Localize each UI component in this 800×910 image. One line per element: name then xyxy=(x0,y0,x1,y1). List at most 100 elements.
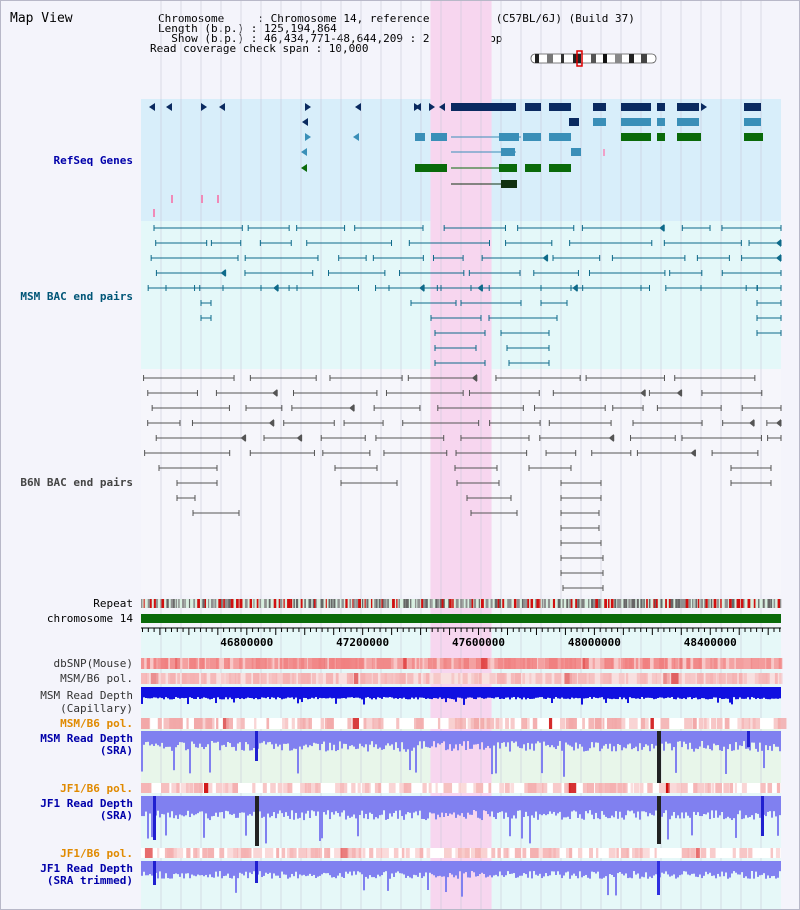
msm-sra-depth-bar xyxy=(275,731,277,744)
refseq-genes-label[interactable]: RefSeq Genes xyxy=(53,154,133,167)
b6n-bac-pair xyxy=(548,420,612,426)
jf1-sra-depth-bar xyxy=(673,796,675,813)
repeat-element xyxy=(610,599,614,608)
msm-b6-pol-sra-cell xyxy=(505,718,509,729)
msm-sra-depth-bar xyxy=(393,731,395,750)
jf1-sra-depth-bar xyxy=(661,796,663,817)
gene-exon xyxy=(415,133,425,141)
jf1-b6-pol-label-1: JF1/B6 pol. xyxy=(60,782,133,795)
jf1-b6-pol-cell xyxy=(767,783,773,793)
msm-sra-depth-bar xyxy=(447,731,449,750)
jf1-sra-depth-bar xyxy=(167,796,169,813)
jf1-trim-depth-bar xyxy=(773,861,775,876)
dbsnp-heat-cell xyxy=(446,658,452,669)
ideogram-position-marker xyxy=(576,50,583,67)
repeat-element xyxy=(767,599,771,608)
msm-bac-pair xyxy=(296,225,346,231)
jf1-sra-depth-bar xyxy=(465,796,467,819)
gene-exon xyxy=(501,180,517,188)
refseq-gene xyxy=(549,164,571,172)
b6n-bac-pair xyxy=(722,419,755,427)
msm-bac-pair xyxy=(700,285,758,291)
jf1-trim-depth-bar xyxy=(391,861,393,874)
jf1-b6-pol-cell xyxy=(665,783,670,793)
jf1-trim-depth-bar xyxy=(549,861,551,876)
jf1-trim-depth-bar xyxy=(195,861,197,877)
dbsnp-heat-cell xyxy=(419,658,423,669)
jf1-trim-depth-bar xyxy=(327,861,329,874)
ideogram-band xyxy=(561,54,564,63)
jf1-sra-depth-bar xyxy=(655,796,657,811)
msm-cap-depth-bar xyxy=(735,687,737,700)
b6n-bac-pair xyxy=(340,480,398,486)
msm-cap-depth-bar xyxy=(609,687,611,699)
msm-b6-pol-cell xyxy=(554,673,562,684)
msm-sra-depth-bar xyxy=(267,731,269,743)
jf1-trim-depth-bar xyxy=(173,861,175,875)
dbsnp-heat-cell xyxy=(569,658,573,669)
msm-cap-depth-bar xyxy=(389,687,391,698)
gene-exon xyxy=(677,133,701,141)
msm-cap-depth-bar xyxy=(377,687,379,698)
jf1-b6-pol-cell xyxy=(374,783,382,793)
jf1-b6-pol-trim-cell xyxy=(202,848,207,858)
jf1-trim-depth-bar xyxy=(571,861,573,876)
jf1-sra-depth-bar xyxy=(679,796,681,819)
msm-cap-depth-bar xyxy=(619,687,621,698)
jf1-trim-depth-bar xyxy=(167,861,169,879)
repeat-element xyxy=(224,599,228,608)
jf1-trim-depth-bar xyxy=(491,861,493,878)
jf1-sra-depth-bar xyxy=(553,796,555,812)
repeat-element xyxy=(543,599,546,608)
jf1-sra-depth-bar xyxy=(281,796,283,814)
msm-b6-pol-sra-cell xyxy=(660,718,670,729)
msm-sra-depth-bar xyxy=(457,731,459,751)
msm-cap-depth-bar xyxy=(629,687,631,698)
msm-cap-depth-bar xyxy=(685,687,687,700)
jf1-sra-depth-bar xyxy=(683,796,685,819)
repeat-element xyxy=(330,599,333,608)
repeat-element xyxy=(423,599,426,608)
jf1-sra-depth-bar xyxy=(143,796,145,817)
jf1-b6-pol-cell xyxy=(760,783,766,793)
jf1-sra-depth-bar xyxy=(183,796,185,817)
jf1-sra-depth-bar xyxy=(711,796,713,811)
msm-sra-depth-bar xyxy=(417,731,419,746)
msm-cap-depth-bar xyxy=(351,687,353,698)
dbsnp-heat-cell xyxy=(283,658,289,669)
jf1-trim-depth-bar xyxy=(309,861,311,874)
msm-b6-pol-sra-cell xyxy=(588,718,595,729)
jf1-sra-depth-bar xyxy=(175,796,177,816)
msm-sra-depth-bar xyxy=(679,731,681,742)
jf1-trim-depth-bar xyxy=(189,861,191,879)
dbsnp-heat-cell xyxy=(407,658,415,669)
refseq-gene xyxy=(621,118,651,126)
jf1-sra-depth-bar xyxy=(403,796,405,820)
b6n-bac-label[interactable]: B6N BAC end pairs xyxy=(20,476,133,489)
b6n-bac-pair xyxy=(215,389,278,397)
jf1-trim-depth-bar xyxy=(579,861,581,872)
b6n-bac-pair xyxy=(674,375,756,381)
msm-sra-depth-bar xyxy=(433,731,435,742)
msm-cap-depth-bar xyxy=(779,687,781,699)
jf1-b6-pol-cell xyxy=(428,783,432,793)
msm-cap-depth-bar xyxy=(579,687,581,699)
msm-cap-depth-bar xyxy=(415,687,417,698)
msm-sra-depth-bar xyxy=(359,731,361,744)
msm-sra-depth-bar xyxy=(721,731,723,751)
jf1-trim-depth-bar xyxy=(415,861,417,876)
msm-cap-depth-bar xyxy=(263,687,265,698)
msm-cap-depth-bar xyxy=(393,687,395,699)
repeat-element xyxy=(341,599,344,608)
msm-cap-depth-bar xyxy=(229,687,231,698)
msm-cap-depth-bar xyxy=(299,687,301,700)
jf1-trim-depth-bar xyxy=(449,861,451,874)
msm-sra-depth-bar xyxy=(505,731,507,747)
msm-bac-pair xyxy=(388,285,442,291)
msm-cap-depth-bar xyxy=(765,687,767,699)
jf1-trim-depth-bar xyxy=(273,861,275,874)
msm-bac-label[interactable]: MSM BAC end pairs xyxy=(20,290,133,303)
msm-sra-depth-bar xyxy=(479,731,481,750)
jf1-trim-depth-bar xyxy=(727,861,729,879)
